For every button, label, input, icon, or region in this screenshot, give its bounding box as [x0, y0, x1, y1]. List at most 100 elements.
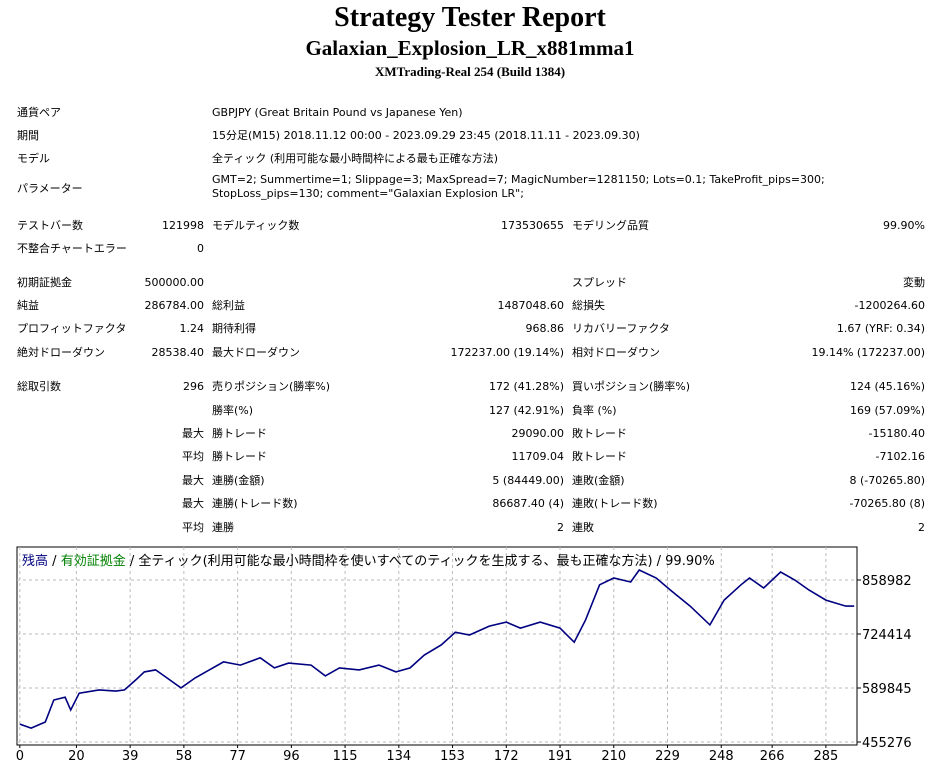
x-tick-label: 77 — [229, 749, 246, 762]
row-value: 変動 — [903, 276, 925, 289]
row-value: 121998 — [162, 219, 204, 232]
row-label: 買いポジション(勝率%) — [572, 380, 691, 393]
row-value: 127 (42.91%) — [488, 404, 564, 417]
row-value: -70265.80 (8) — [849, 497, 925, 510]
row-value: 1487048.60 — [497, 299, 564, 312]
row-label: 敗トレード — [572, 450, 627, 463]
report-title: Strategy Tester Report — [334, 2, 606, 33]
x-tick-label: 266 — [760, 749, 785, 762]
row-label: 期待利得 — [212, 322, 256, 335]
row-label: モデルティック数 — [212, 219, 300, 232]
row-value: 172 (41.28%) — [488, 380, 564, 393]
row-label: 期間 — [17, 129, 39, 142]
x-tick-label: 96 — [283, 749, 300, 762]
row-label: 勝トレード — [212, 427, 267, 440]
row-value: 99.90% — [883, 219, 925, 232]
row-label: 不整合チャートエラー — [17, 242, 127, 255]
report-subtitle: Galaxian_Explosion_LR_x881mma1 — [305, 36, 635, 60]
row-value: 500000.00 — [144, 276, 205, 289]
row-value: 968.86 — [525, 322, 565, 335]
row-label: リカバリーファクタ — [572, 322, 670, 335]
x-tick-label: 20 — [68, 749, 85, 762]
row-label: 総利益 — [212, 299, 245, 312]
balance-line — [19, 568, 855, 729]
row-label: 連敗 — [572, 521, 594, 534]
row-label: 通貨ペア — [17, 106, 61, 119]
row-value: 1.24 — [179, 322, 205, 335]
row-label: 総取引数 — [17, 380, 61, 393]
row-label: 売りポジション(勝率%) — [212, 380, 331, 393]
x-tick-label: 134 — [386, 749, 411, 762]
row-value: 169 (57.09%) — [849, 404, 925, 417]
row-value: 286784.00 — [144, 299, 205, 312]
legend-item: 有効証拠金 — [61, 553, 126, 569]
y-tick-label: 724414 — [862, 628, 912, 643]
row-label: 絶対ドローダウン — [17, 346, 105, 359]
x-tick-label: 229 — [655, 749, 680, 762]
row-value: 5 (84449.00) — [492, 474, 564, 487]
row-value: 2 — [918, 521, 925, 534]
row-value: 最大 — [182, 474, 204, 487]
x-tick-label: 248 — [709, 749, 734, 762]
row-value: GBPJPY (Great Britain Pound vs Japanese … — [212, 106, 463, 119]
row-label: 勝トレード — [212, 450, 267, 463]
row-value: 1.67 (YRF: 0.34) — [836, 322, 925, 335]
x-tick-label: 39 — [122, 749, 139, 762]
row-value: 平均 — [182, 521, 204, 534]
row-label: スプレッド — [572, 276, 627, 289]
row-label: 連敗(金額) — [572, 474, 625, 487]
row-label: 最大ドローダウン — [212, 346, 300, 359]
x-tick-label: 115 — [333, 749, 358, 762]
row-label: 敗トレード — [572, 427, 627, 440]
legend-item: / 全ティック(利用可能な最小時間枠を使いすべてのティックを生成する、最も正確な… — [130, 553, 715, 569]
row-value: 全ティック (利用可能な最小時間枠による最も正確な方法) — [212, 152, 499, 165]
row-value: 173530655 — [501, 219, 564, 232]
row-value: 最大 — [182, 497, 204, 510]
row-label: モデリング品質 — [572, 219, 649, 232]
server-info: XMTrading-Real 254 (Build 1384) — [374, 64, 566, 79]
row-label: 連勝(トレード数) — [212, 497, 298, 510]
plot-frame — [16, 546, 858, 746]
row-value: 8 (-70265.80) — [849, 474, 925, 487]
row-label: 負率 (%) — [572, 404, 617, 417]
row-label: プロフィットファクタ — [17, 322, 127, 335]
x-tick-label: 153 — [440, 749, 465, 762]
legend-item: 残高 — [22, 553, 48, 569]
x-tick-label: 191 — [548, 749, 573, 762]
row-value: 29090.00 — [511, 427, 565, 440]
row-label: モデル — [17, 152, 50, 165]
y-tick-label: 858982 — [862, 574, 912, 589]
x-tick-label: 0 — [16, 749, 24, 762]
row-value: GMT=2; Summertime=1; Slippage=3; MaxSpre… — [212, 173, 825, 200]
row-value: 28538.40 — [151, 346, 205, 359]
y-tick-label: 589845 — [862, 682, 912, 697]
row-label: パラメーター — [17, 182, 83, 195]
row-label: 相対ドローダウン — [572, 346, 660, 359]
x-tick-label: 172 — [494, 749, 519, 762]
x-tick-label: 58 — [176, 749, 193, 762]
row-label: 連勝 — [212, 521, 234, 534]
row-label: 純益 — [17, 299, 39, 312]
row-value: 172237.00 (19.14%) — [450, 346, 564, 359]
row-value: 86687.40 (4) — [492, 497, 564, 510]
row-value: -15180.40 — [868, 427, 925, 440]
row-label: 総損失 — [572, 299, 605, 312]
x-tick-label: 285 — [813, 749, 838, 762]
row-label: 連敗(トレード数) — [572, 497, 658, 510]
x-tick-label: 210 — [601, 749, 626, 762]
row-label: 勝率(%) — [212, 404, 254, 417]
row-value: 2 — [557, 521, 564, 534]
legend-item: / — [52, 554, 57, 569]
legend: 残高 / 有効証拠金 / 全ティック(利用可能な最小時間枠を使いすべてのティック… — [22, 553, 715, 569]
row-value: 平均 — [182, 450, 204, 463]
row-value: 124 (45.16%) — [849, 380, 925, 393]
row-value: 19.14% (172237.00) — [811, 346, 925, 359]
row-label: テストバー数 — [17, 219, 83, 232]
row-value: 11709.04 — [511, 450, 565, 463]
row-label: 初期証拠金 — [17, 276, 72, 289]
row-value: 15分足(M15) 2018.11.12 00:00 - 2023.09.29 … — [212, 129, 640, 142]
row-value: -7102.16 — [875, 450, 925, 463]
y-tick-label: 455276 — [862, 736, 912, 751]
